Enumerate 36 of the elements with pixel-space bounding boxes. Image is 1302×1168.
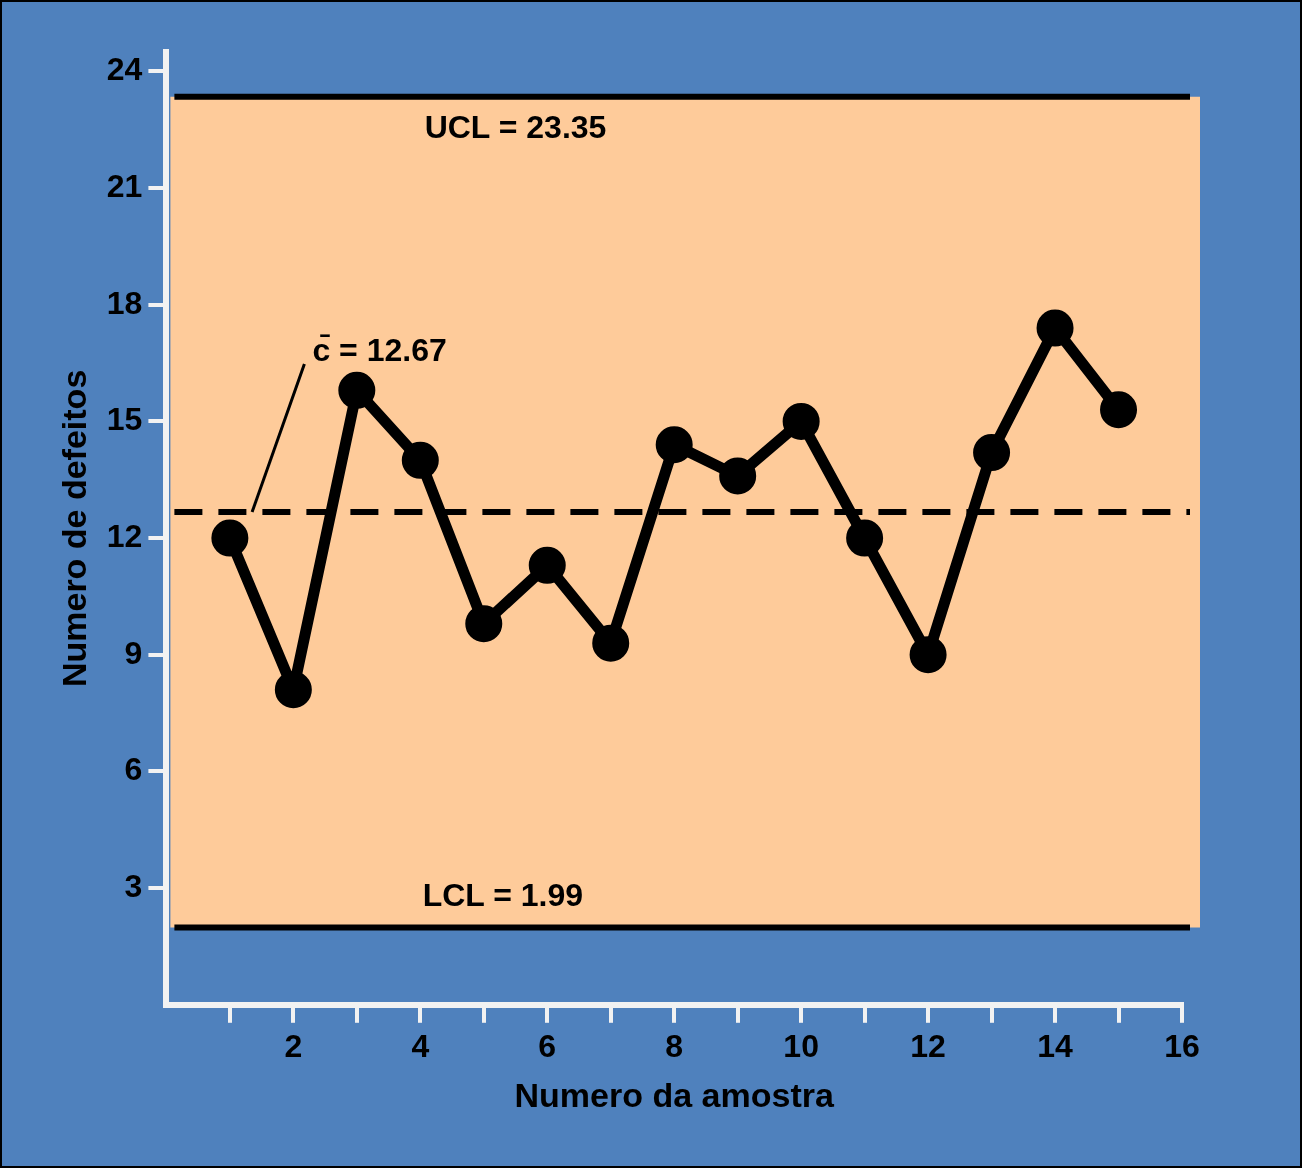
point: [465, 605, 503, 643]
y-tick-label: 18: [106, 284, 143, 321]
x-axis-title: Numero da amostra: [514, 1075, 835, 1114]
x-tick-label: 6: [538, 1027, 557, 1064]
point: [909, 636, 947, 674]
ref-line-label: UCL = 23.35: [424, 108, 607, 145]
y-tick-label: 9: [124, 634, 143, 671]
point: [211, 519, 249, 557]
x-tick-label: 16: [1164, 1027, 1200, 1064]
point: [592, 624, 630, 662]
point: [655, 426, 693, 464]
point: [528, 546, 566, 584]
point: [1036, 309, 1074, 347]
y-tick-label: 21: [106, 167, 143, 204]
x-tick-label: 2: [284, 1027, 303, 1064]
x-tick-label: 12: [910, 1027, 946, 1064]
point: [782, 402, 820, 440]
y-tick-label: 3: [124, 867, 143, 904]
y-tick-label: 6: [124, 751, 143, 788]
x-tick-label: 10: [783, 1027, 819, 1064]
ref-line-label: LCL = 1.99: [422, 877, 583, 914]
point: [338, 371, 376, 409]
y-axis-title: Numero de defeitos: [54, 369, 93, 688]
point: [274, 671, 312, 709]
y-tick-label: 24: [106, 51, 143, 88]
point: [1100, 391, 1138, 429]
y-tick-label: 15: [106, 401, 143, 438]
point: [846, 519, 884, 557]
point: [719, 457, 757, 495]
y-tick-label: 12: [106, 517, 143, 554]
x-tick-label: 4: [411, 1027, 430, 1064]
point: [401, 441, 439, 479]
x-tick-label: 8: [665, 1027, 684, 1064]
ref-line-label: c̄ = 12.67: [312, 331, 447, 368]
point: [973, 434, 1011, 472]
x-tick-label: 14: [1037, 1027, 1074, 1064]
